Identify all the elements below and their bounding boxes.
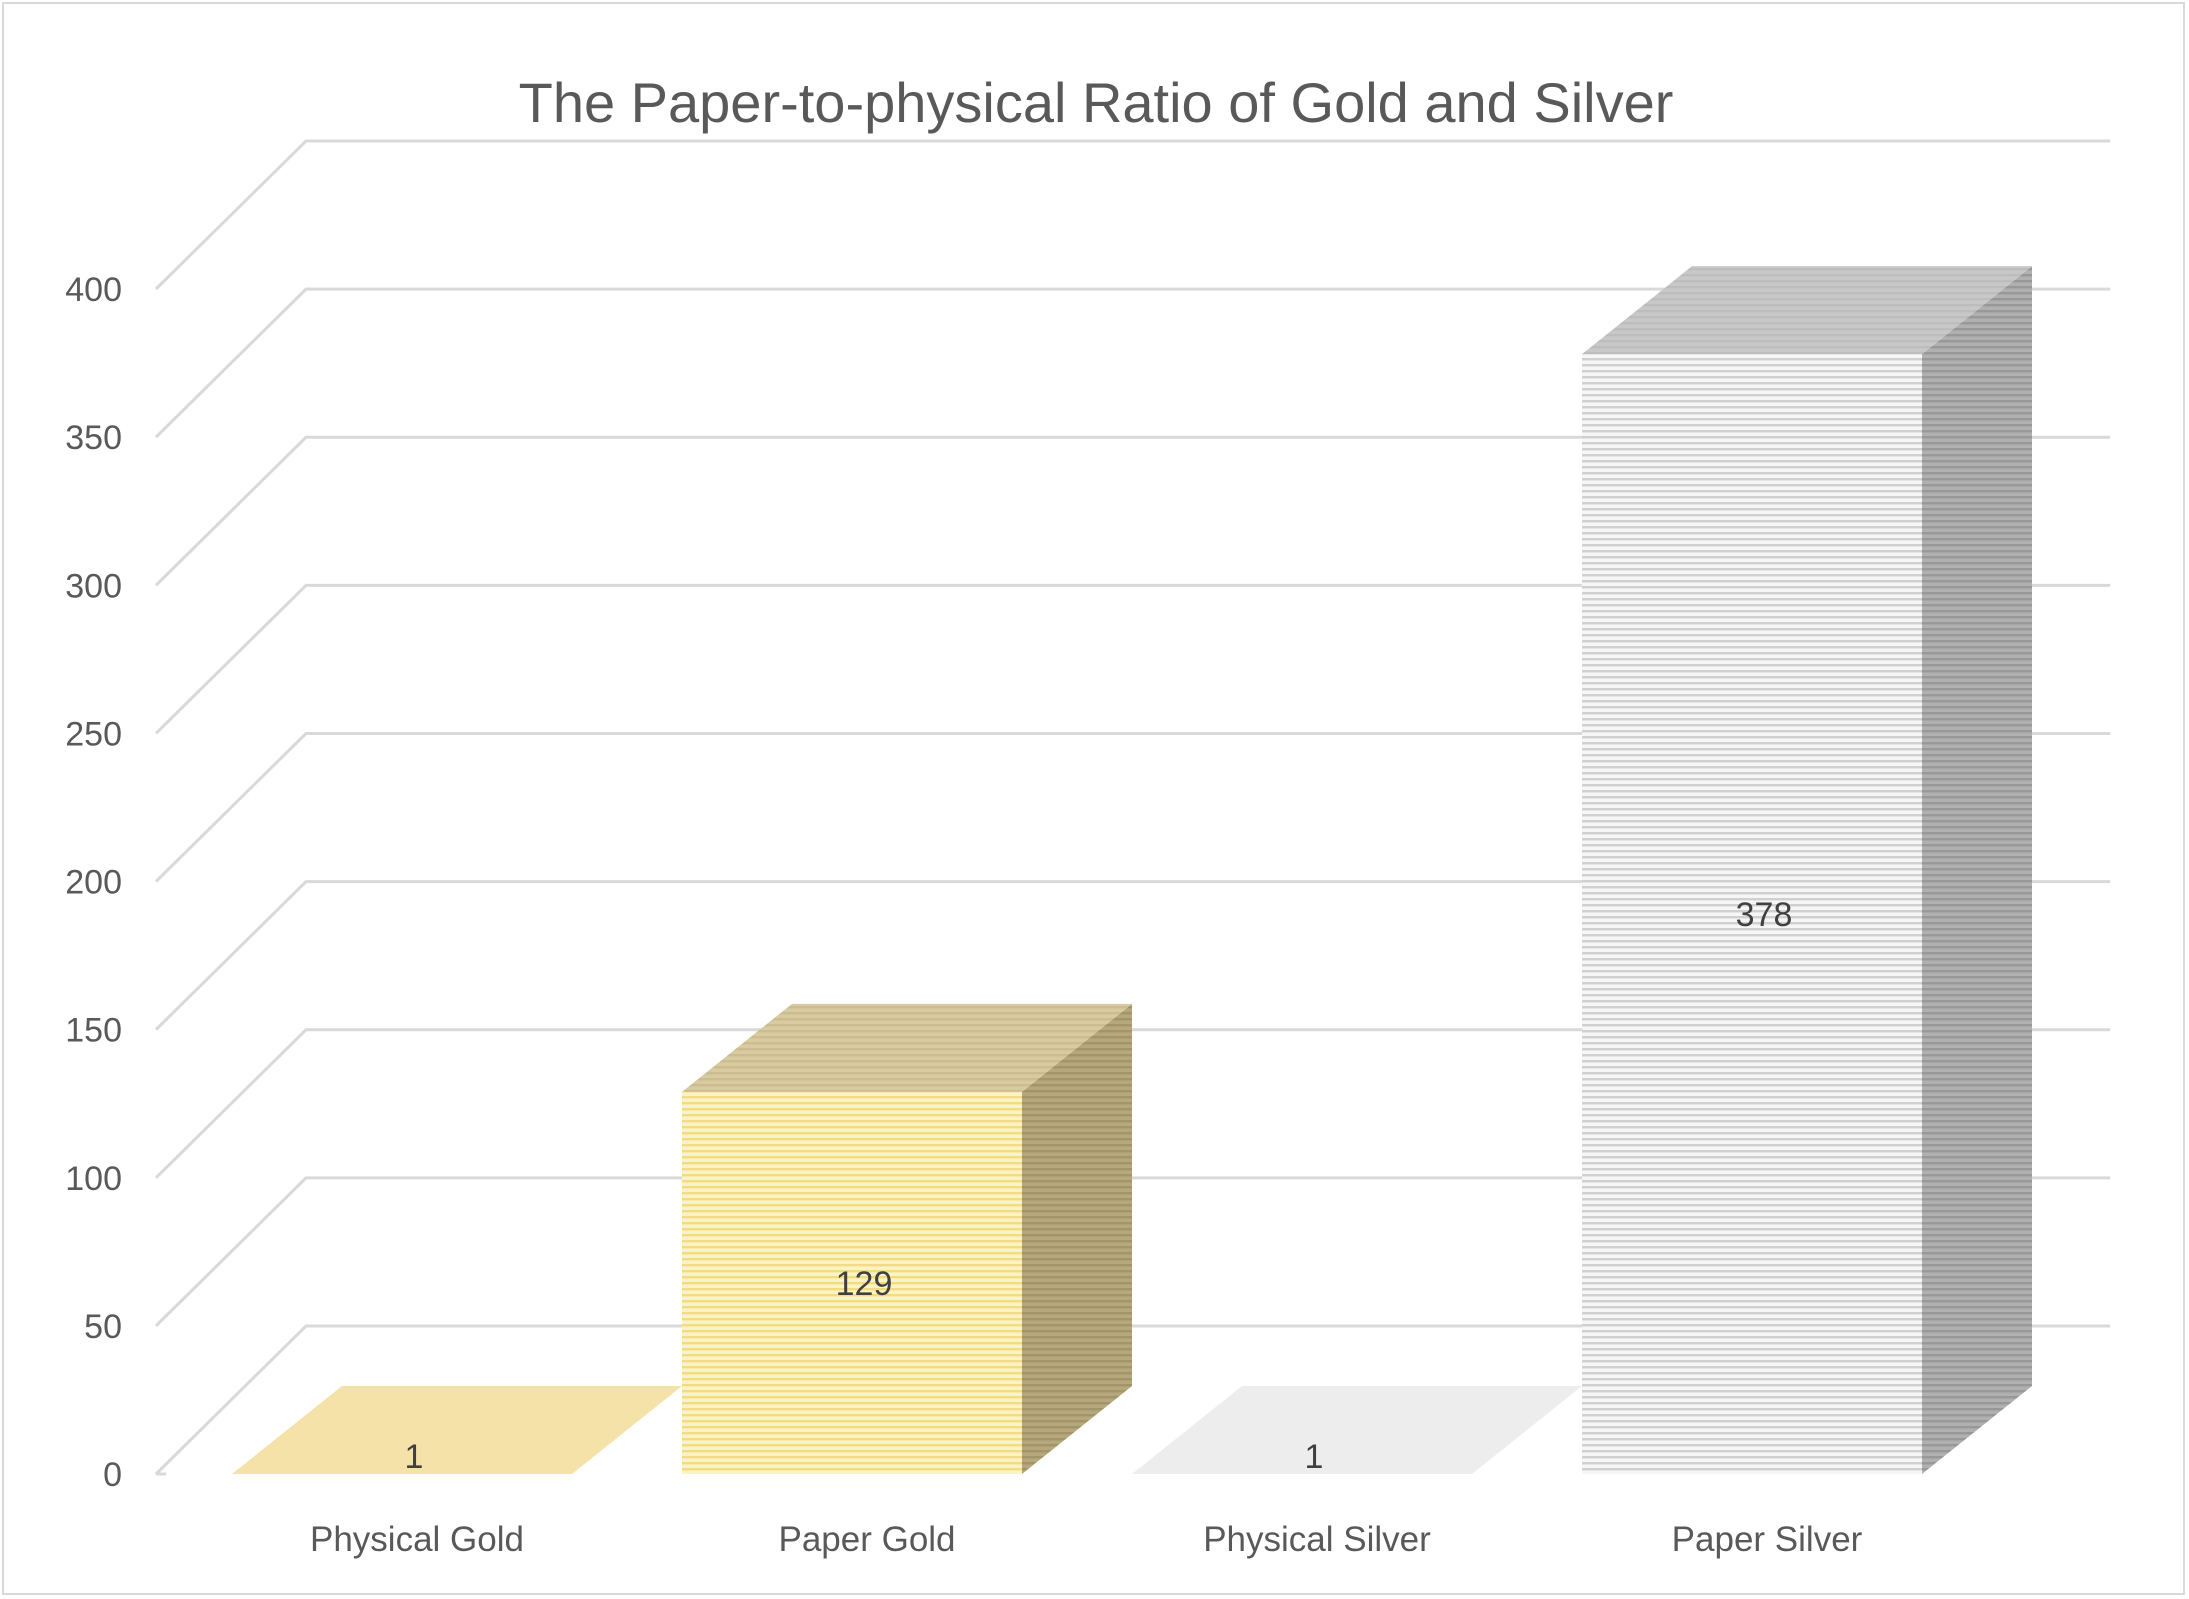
bar-physical-silver [1132, 1386, 1582, 1474]
y-tick-label-150: 150 [65, 1012, 122, 1050]
bar-physical-gold [232, 1386, 682, 1474]
y-tick-label-250: 250 [65, 715, 122, 753]
bar-paper-silver [1582, 266, 2032, 1474]
bar-top-paper-silver [1582, 266, 2032, 355]
gridline-100 [154, 1028, 2110, 1179]
bar-side-paper-gold [1022, 1003, 1132, 1474]
x-tick-label-physical-gold: Physical Gold [310, 1520, 524, 1559]
gridline-200 [154, 732, 2110, 883]
bar-top-physical-silver [1132, 1386, 1582, 1474]
gridline-50 [154, 1176, 2110, 1327]
gridline-250 [154, 583, 2110, 735]
bar-side-paper-silver [1922, 266, 2032, 1474]
x-tick-label-physical-silver: Physical Silver [1203, 1520, 1431, 1559]
gridline-0 [154, 1324, 2110, 1476]
gridline-350 [154, 287, 2110, 439]
data-label-paper-gold: 129 [836, 1265, 893, 1303]
chart-canvas: The Paper-to-physical Ratio of Gold and … [65, 71, 2110, 1559]
y-axis-ticks: 0 50 100 150 200 250 300 350 400 [65, 271, 122, 1494]
gridlines [154, 139, 2110, 1476]
x-tick-label-paper-gold: Paper Gold [778, 1520, 955, 1559]
y-tick-label-100: 100 [65, 1160, 122, 1198]
data-label-paper-silver: 378 [1736, 896, 1793, 934]
y-tick-label-0: 0 [103, 1456, 122, 1494]
bars [232, 266, 2032, 1474]
x-tick-label-paper-silver: Paper Silver [1672, 1520, 1863, 1559]
bar-top-physical-gold [232, 1386, 682, 1474]
data-label-physical-silver: 1 [1305, 1438, 1324, 1476]
data-labels: 1 129 1 378 [405, 896, 1793, 1476]
y-tick-label-300: 300 [65, 567, 122, 605]
gridline-400 [154, 139, 2110, 291]
gridline-150 [154, 880, 2110, 1031]
x-axis-categories: Physical Gold Paper Gold Physical Silver Pa… [310, 1520, 1863, 1559]
y-tick-label-50: 50 [84, 1308, 122, 1346]
data-label-physical-gold: 1 [405, 1438, 424, 1476]
bar-paper-gold [682, 1003, 1132, 1474]
y-tick-label-400: 400 [65, 271, 122, 309]
y-tick-label-200: 200 [65, 864, 122, 902]
y-tick-label-350: 350 [65, 419, 122, 457]
chart-title: The Paper-to-physical Ratio of Gold and … [519, 71, 1674, 134]
bar-top-paper-gold [682, 1003, 1132, 1092]
bar-front-paper-silver [1582, 354, 1922, 1474]
gridline-300 [154, 435, 2110, 587]
bar-front-paper-gold [682, 1091, 1022, 1474]
